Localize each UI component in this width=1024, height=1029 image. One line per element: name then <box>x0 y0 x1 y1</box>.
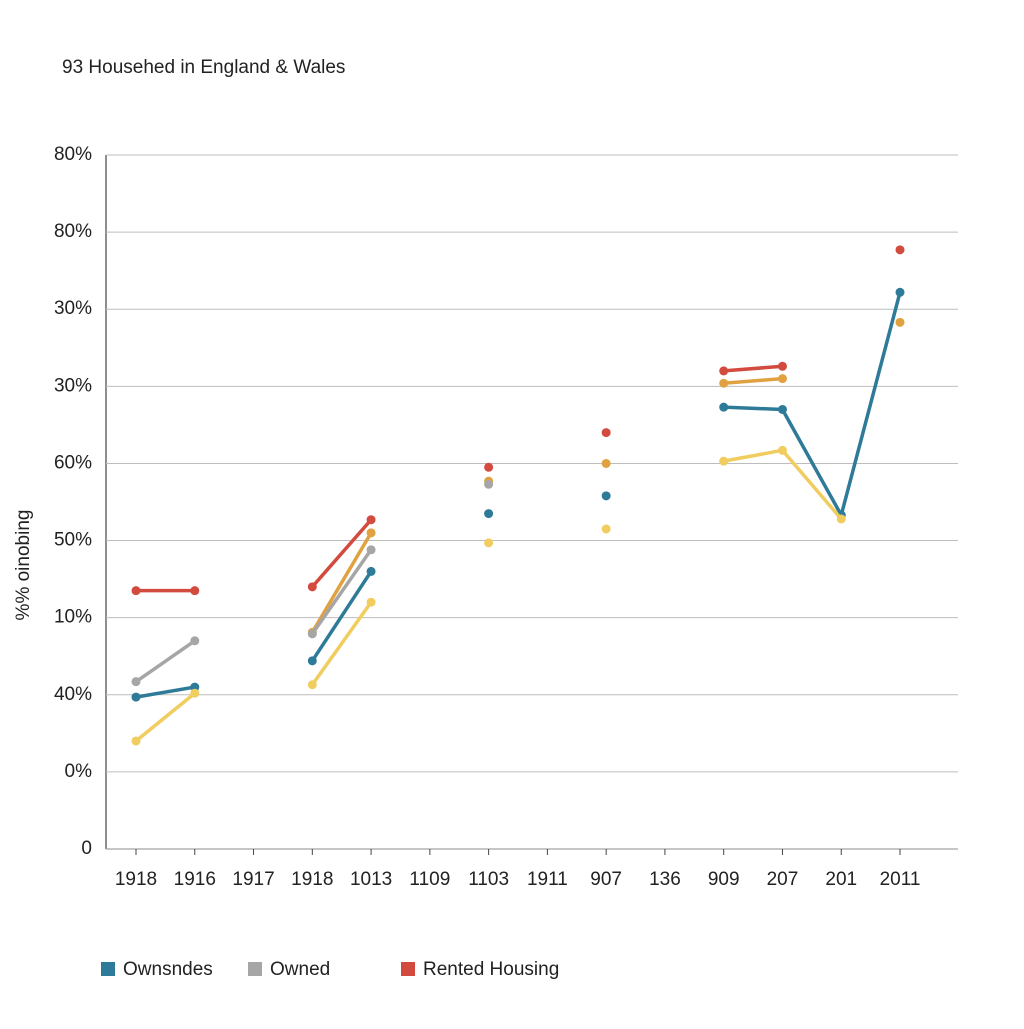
point <box>601 524 611 534</box>
point <box>777 361 787 371</box>
point <box>307 582 317 592</box>
x-tick-label: 1918 <box>291 869 333 890</box>
point <box>131 692 141 702</box>
point <box>484 462 494 472</box>
y-tick-label: 80% <box>54 144 92 165</box>
series-line <box>135 291 902 699</box>
x-tick-label: 909 <box>708 869 740 890</box>
legend-label: Owned <box>270 959 330 980</box>
point <box>895 245 905 255</box>
point <box>190 682 200 692</box>
legend-label: Rented Housing <box>423 959 559 980</box>
x-tick-label: 201 <box>825 869 857 890</box>
x-tick-label: 136 <box>649 869 681 890</box>
x-tick-label: 1917 <box>232 869 274 890</box>
point <box>131 677 141 687</box>
x-tick-label: 1911 <box>527 869 568 890</box>
chart-title: 93 Househed in England & Wales <box>62 57 345 78</box>
point <box>777 374 787 384</box>
x-tick-label: 207 <box>767 869 799 890</box>
point <box>719 402 729 412</box>
y-tick-label: 80% <box>54 221 92 242</box>
y-tick-label: 60% <box>54 452 92 473</box>
y-tick-label: 0% <box>65 761 93 782</box>
legend-swatch <box>401 962 415 976</box>
point <box>190 636 200 646</box>
x-tick-label: 2011 <box>880 869 921 890</box>
y-tick-label: 40% <box>54 684 92 705</box>
point <box>366 515 376 525</box>
point <box>895 317 905 327</box>
point <box>366 597 376 607</box>
y-axis-label: %% oinobing <box>13 510 34 621</box>
point <box>190 586 200 596</box>
y-tick-label: 30% <box>54 298 92 319</box>
point <box>777 404 787 414</box>
x-tick-label: 1109 <box>409 869 450 890</box>
point <box>719 378 729 388</box>
point <box>307 656 317 666</box>
point <box>895 287 905 297</box>
point <box>366 545 376 555</box>
y-tick-label: 50% <box>54 530 92 551</box>
point <box>366 566 376 576</box>
y-tick-label: 10% <box>54 607 92 628</box>
point <box>719 456 729 466</box>
point <box>719 366 729 376</box>
point <box>836 514 846 524</box>
x-tick-label: 1916 <box>174 869 216 890</box>
x-tick-label: 1103 <box>468 869 509 890</box>
point <box>190 688 200 698</box>
point <box>307 629 317 639</box>
legend-swatch <box>101 962 115 976</box>
point <box>366 528 376 538</box>
legend-label: Ownsndes <box>123 959 213 980</box>
point <box>131 586 141 596</box>
point <box>131 736 141 746</box>
y-tick-label: 30% <box>54 375 92 396</box>
point <box>484 509 494 519</box>
point <box>601 428 611 438</box>
x-tick-label: 907 <box>590 869 622 890</box>
point <box>777 445 787 455</box>
point <box>307 680 317 690</box>
point <box>484 538 494 548</box>
point <box>484 479 494 489</box>
x-tick-label: 1918 <box>115 869 157 890</box>
legend-swatch <box>248 962 262 976</box>
point <box>601 491 611 501</box>
y-tick-label: 0 <box>81 838 92 859</box>
point <box>601 458 611 468</box>
x-tick-label: 1013 <box>350 869 392 890</box>
